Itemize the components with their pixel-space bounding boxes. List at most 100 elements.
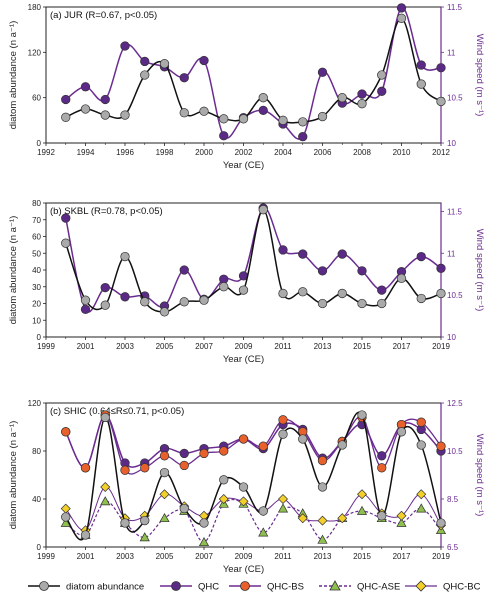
legend-qhc-bs-marker bbox=[240, 581, 250, 591]
panel-b-diatom-abundance-point bbox=[238, 285, 249, 295]
panel-b-diatom-abundance-point bbox=[199, 295, 209, 305]
panel-a-qhc-point bbox=[436, 63, 446, 73]
panel-a-y2-tick-label: 10.5 bbox=[447, 94, 463, 103]
panel-c-qhc-ase-point bbox=[60, 517, 71, 527]
legend-qhc-ase-label: QHC-ASE bbox=[357, 582, 400, 593]
panel-b-qhc-point bbox=[337, 249, 347, 259]
panel-c-series-qhc-bs bbox=[61, 410, 446, 475]
panel-b-y2-tick-label: 11.5 bbox=[447, 207, 463, 216]
panel-a-qhc-point bbox=[416, 60, 426, 70]
panel-c-y-tick-label: 120 bbox=[28, 399, 42, 408]
panel-c-diatom-abundance-point bbox=[199, 518, 209, 528]
panel-c-qhc-bs-point bbox=[140, 463, 150, 473]
panel-a-diatom-abundance-point bbox=[436, 96, 446, 107]
legend-item-qhc: QHC bbox=[160, 581, 219, 593]
panel-b-y2-tick-label: 10.5 bbox=[447, 291, 463, 300]
panel-b-diatom-abundance-point bbox=[140, 297, 150, 307]
panel-a-qhc-point bbox=[179, 73, 189, 83]
panel-b-x-tick-label: 2007 bbox=[195, 342, 213, 351]
panel-c-qhc-bc-point bbox=[396, 510, 407, 521]
panel-c-shic: 1999 2001 2003 2005 2007 2009 2011 2013 2015 2017… bbox=[8, 399, 485, 575]
panel-c-qhc-bs-point bbox=[436, 441, 446, 451]
panel-c-qhc-ase-point bbox=[277, 503, 289, 513]
panel-b-y-tick-label: 30 bbox=[32, 283, 41, 292]
panel-b-qhc-point bbox=[278, 245, 288, 255]
panel-c-diatom-abundance-point bbox=[238, 482, 249, 492]
panel-b-diatom-abundance-point bbox=[298, 287, 308, 297]
panel-c-qhc-bc-point bbox=[278, 494, 288, 504]
panel-c-x-tick-label: 2017 bbox=[393, 552, 411, 561]
panel-b-qhc-point bbox=[436, 263, 446, 273]
panel-b-y-axis-label: diatom abundance (n a⁻¹) bbox=[8, 216, 19, 325]
panel-b-series-diatom-abundance bbox=[61, 205, 446, 317]
panel-a-x-tick-label: 2010 bbox=[393, 148, 411, 157]
panel-a-y-axis-label: diatom abundance (n a⁻¹) bbox=[8, 21, 19, 130]
panel-c-qhc-bc-point bbox=[60, 503, 71, 514]
panel-c-title: (c) SHIC (0.64≤R≤0.71, p<0.05) bbox=[50, 406, 184, 417]
panel-c-qhc-bc-point bbox=[159, 489, 170, 500]
legend-item-diatom: diatom abundance bbox=[28, 581, 144, 593]
panel-b-x-tick-label: 2001 bbox=[77, 342, 95, 351]
panel-b-skbl: 1999 2001 2003 2005 2007 2009 2011 2013 2015 2017… bbox=[8, 199, 485, 365]
panel-c-y2-tick-label: 12.5 bbox=[447, 399, 463, 408]
panel-c-qhc-ase-point bbox=[396, 517, 407, 527]
panel-c-qhc-bs-point bbox=[317, 455, 328, 466]
panel-a-y2-tick-label: 10 bbox=[447, 139, 456, 148]
legend-qhc-bs-label: QHC-BS bbox=[267, 582, 304, 593]
panel-a-diatom-abundance-point bbox=[238, 114, 249, 124]
panel-c-y2-axis-label: Wind speed (m s⁻¹) bbox=[474, 434, 485, 517]
panel-a-y2-axis-label: Wind speed (m s⁻¹) bbox=[474, 34, 485, 117]
panel-a-x-tick-label: 2012 bbox=[432, 148, 450, 157]
panel-c-diatom-abundance-point bbox=[258, 506, 268, 516]
panel-c-qhc-bc-point bbox=[357, 489, 367, 500]
panel-b-qhc-point bbox=[61, 213, 71, 223]
panel-a-diatom-abundance-point bbox=[298, 117, 308, 127]
panel-c-diatom-abundance-point bbox=[416, 440, 426, 450]
panel-a-qhc-point bbox=[61, 94, 71, 105]
panel-a-qhc-point bbox=[377, 86, 387, 96]
legend-qhc-bc-marker bbox=[415, 580, 427, 592]
panel-a-diatom-abundance-point bbox=[337, 93, 347, 103]
panel-b-diatom-abundance-point bbox=[159, 307, 170, 317]
panel-b-qhc-point bbox=[179, 265, 189, 275]
panel-c-qhc-bc-point bbox=[100, 482, 111, 492]
panel-a-title: (a) JUR (R=0.67, p<0.05) bbox=[50, 10, 157, 21]
panel-b-diatom-abundance-point bbox=[100, 300, 110, 310]
panel-b-qhc-point bbox=[298, 249, 308, 259]
panel-c-qhc-bc-point bbox=[317, 515, 328, 526]
panel-c-x-tick-label: 2011 bbox=[274, 552, 292, 561]
panel-a-qhc-point bbox=[258, 105, 268, 116]
panel-b-diatom-abundance-point bbox=[317, 298, 328, 309]
panel-a-diatom-abundance-point bbox=[80, 104, 91, 114]
panel-c-diatom-abundance-point bbox=[396, 427, 407, 437]
panel-b-diatom-abundance-point bbox=[179, 297, 189, 307]
panel-c-y-tick-label: 80 bbox=[32, 447, 41, 456]
panel-a-qhc-point bbox=[396, 3, 407, 13]
panel-a-qhc-point bbox=[357, 89, 367, 99]
panel-b-diatom-abundance-point bbox=[377, 298, 387, 309]
panel-c-x-axis-label: Year (CE) bbox=[223, 564, 264, 575]
panel-a-qhc-point bbox=[120, 41, 130, 51]
legend-qhc-bc-label: QHC-BC bbox=[443, 582, 481, 593]
panel-b-x-tick-label: 2017 bbox=[393, 342, 411, 351]
panel-a-y2-tick-label: 11 bbox=[447, 48, 456, 57]
panel-a-x-tick-label: 1994 bbox=[77, 148, 95, 157]
panel-c-x-tick-label: 2009 bbox=[235, 552, 253, 561]
panel-b-diatom-abundance-point bbox=[436, 288, 446, 299]
panel-a-diatom-abundance-point bbox=[159, 59, 170, 69]
panel-c-qhc-bs-point bbox=[416, 417, 426, 427]
panel-a-diatom-abundance-point bbox=[317, 111, 328, 122]
legend-diatom-label: diatom abundance bbox=[66, 582, 144, 593]
panel-a-y-tick-label: 120 bbox=[28, 48, 42, 57]
panel-c-x-tick-label: 2013 bbox=[314, 552, 332, 561]
panel-b-qhc-point bbox=[317, 266, 328, 276]
panel-a-qhc-point bbox=[100, 94, 110, 105]
panel-a-qhc-point bbox=[80, 82, 91, 92]
panel-c-qhc-bc-point bbox=[238, 496, 249, 507]
panel-c-qhc-bc-point bbox=[416, 489, 427, 500]
panel-c-diatom-abundance-point bbox=[61, 512, 71, 522]
panel-a-qhc-point bbox=[219, 131, 229, 141]
panel-b-diatom-abundance-point bbox=[337, 288, 347, 299]
panel-c-diatom-abundance-point bbox=[298, 434, 308, 444]
panel-b-x-tick-label: 2003 bbox=[116, 342, 134, 351]
